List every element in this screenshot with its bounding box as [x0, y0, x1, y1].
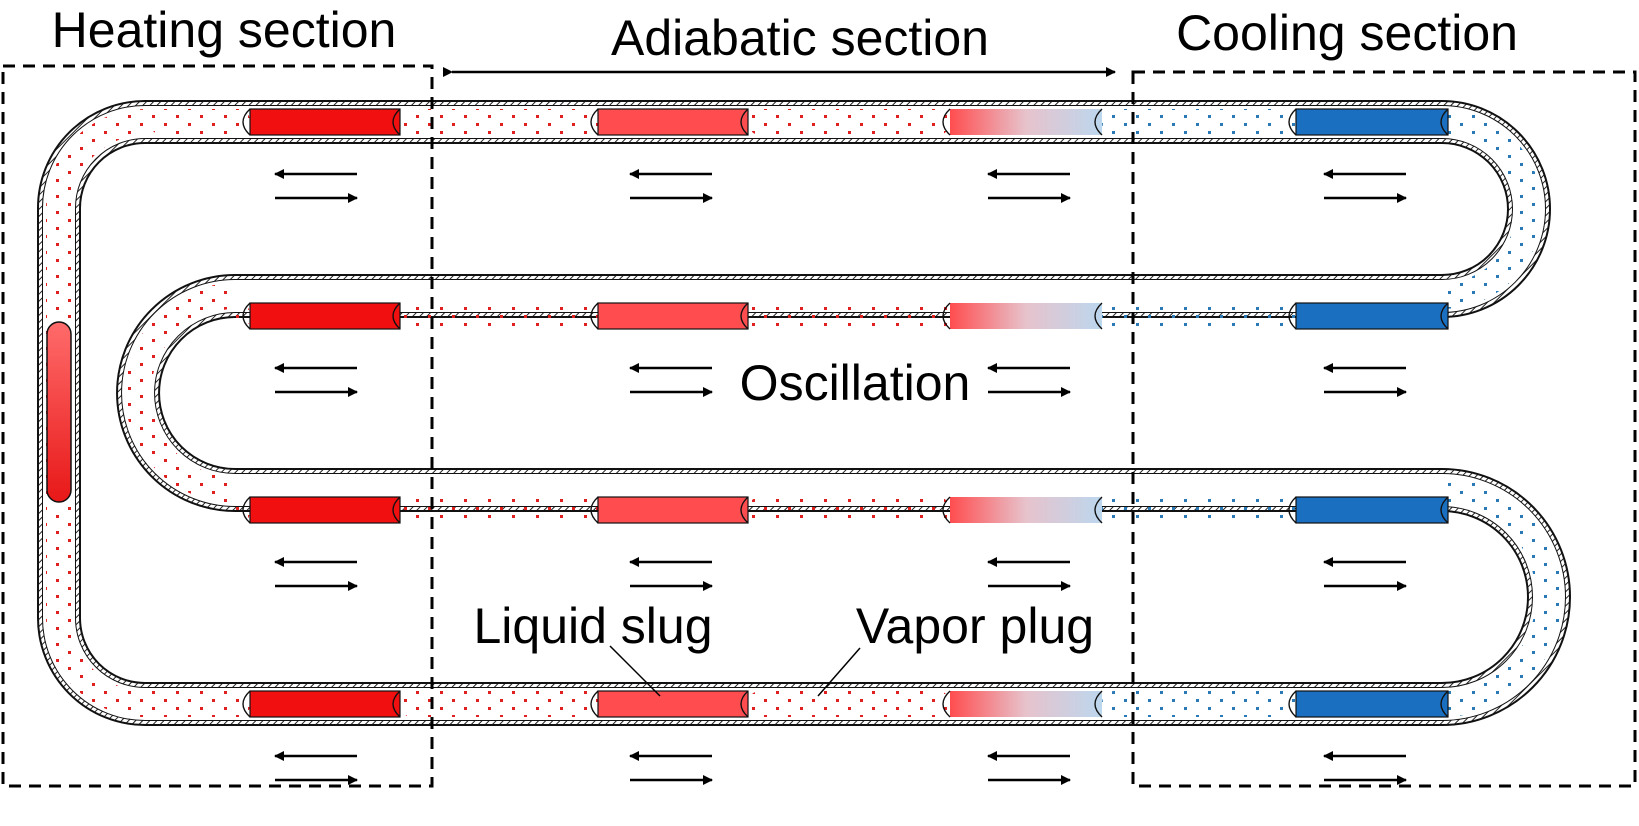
meniscus — [590, 496, 599, 524]
tube-inner-border — [42, 105, 1566, 721]
liquid-slug — [249, 690, 401, 718]
liquid-slug — [1295, 496, 1449, 524]
meniscus — [1094, 496, 1103, 524]
meniscus — [740, 302, 749, 330]
meniscus — [1094, 302, 1103, 330]
vapor-plug — [1102, 691, 1296, 717]
liquid-slug — [950, 109, 1102, 135]
meniscus — [942, 690, 951, 718]
vapor-plug — [748, 109, 950, 135]
vapor-plug — [400, 691, 598, 717]
tube-hatching — [39, 102, 1569, 724]
meniscus — [1288, 496, 1297, 524]
liquid-slug — [597, 496, 749, 524]
liquid-slug — [950, 303, 1102, 329]
vapor-plug — [400, 109, 598, 135]
meniscus — [590, 108, 599, 136]
liquid-slug — [249, 302, 401, 330]
meniscus — [1094, 690, 1103, 718]
liquid-slug-pointer — [609, 645, 661, 697]
liquid-slug-label: Liquid slug — [473, 598, 712, 654]
liquid-slug — [1295, 690, 1449, 718]
meniscus — [942, 302, 951, 330]
vapor-plug — [400, 303, 598, 329]
tube-bore — [43, 106, 1565, 720]
meniscus — [392, 690, 401, 718]
cooling-section-label: Cooling section — [1176, 5, 1518, 61]
meniscus — [1094, 108, 1103, 136]
meniscus — [392, 496, 401, 524]
meniscus — [590, 302, 599, 330]
meniscus — [1440, 496, 1449, 524]
vapor-plug-label: Vapor plug — [856, 598, 1094, 654]
liquid-slug — [597, 108, 749, 136]
cooling-section-box — [1131, 70, 1637, 788]
heating-section-label: Heating section — [52, 2, 397, 58]
meniscus — [242, 302, 251, 330]
oscillation-label: Oscillation — [740, 355, 971, 411]
meniscus — [1440, 690, 1449, 718]
meniscus — [740, 496, 749, 524]
vapor-plug — [1102, 303, 1296, 329]
bend-vapor-dots-mid-left — [125, 283, 236, 503]
vapor-plug — [748, 497, 950, 523]
liquid-slug — [249, 108, 401, 136]
vapor-plug-pointer — [817, 647, 861, 697]
meniscus — [942, 496, 951, 524]
meniscus — [740, 108, 749, 136]
meniscus — [1440, 108, 1449, 136]
bend-vapor-dots-right-bottom — [1441, 477, 1562, 717]
meniscus — [242, 108, 251, 136]
meniscus — [1288, 108, 1297, 136]
liquid-slug — [1295, 302, 1449, 330]
bend-vapor-dots-right-top — [1441, 109, 1542, 309]
meniscus — [242, 496, 251, 524]
liquid-slug — [1295, 108, 1449, 136]
meniscus — [590, 690, 599, 718]
meniscus — [1288, 302, 1297, 330]
tube-contents — [130, 108, 1449, 718]
vapor-plug — [748, 303, 950, 329]
oscillation-arrows — [274, 169, 1407, 785]
vertical-liquid-slug — [46, 321, 72, 503]
adiabatic-section-label: Adiabatic section — [611, 10, 989, 66]
vapor-plug — [400, 497, 598, 523]
vapor-plug — [130, 691, 250, 717]
meniscus — [740, 690, 749, 718]
meniscus — [242, 690, 251, 718]
liquid-slug — [597, 302, 749, 330]
meniscus — [392, 302, 401, 330]
liquid-slug — [249, 496, 401, 524]
meniscus — [1288, 690, 1297, 718]
meniscus — [392, 108, 401, 136]
meniscus — [1440, 302, 1449, 330]
vapor-plug — [1102, 497, 1296, 523]
vapor-plug — [150, 109, 250, 135]
liquid-slug — [950, 497, 1102, 523]
vapor-plug — [1102, 109, 1296, 135]
vapor-plug — [748, 691, 950, 717]
meniscus — [942, 108, 951, 136]
tube-wall — [37, 100, 1571, 726]
heating-section-box — [1, 64, 434, 788]
liquid-slug — [950, 691, 1102, 717]
liquid-slug — [597, 690, 749, 718]
